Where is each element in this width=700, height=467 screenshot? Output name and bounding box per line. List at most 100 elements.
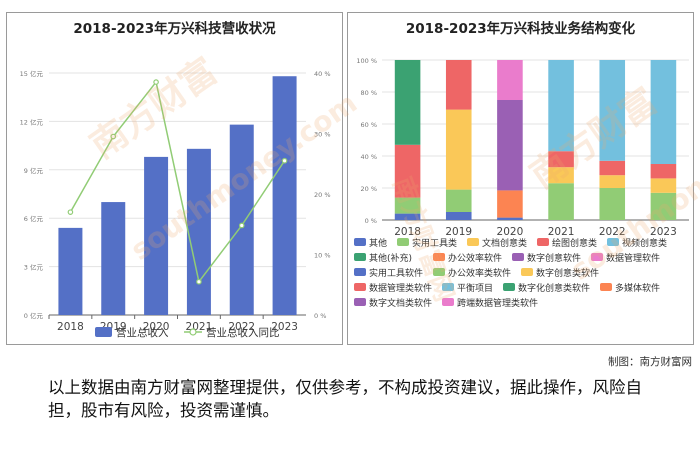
legend-swatch [354,268,366,276]
legend-swatch [503,283,515,291]
y-tick-label: 100 % [356,57,377,65]
legend-label-yoy: 营业总收入同比 [206,326,280,339]
disclaimer-text: 以上数据由南方财富网整理提供，仅供参考，不构成投资建议，据此操作，风险自担，股市… [48,378,642,420]
chart-credit: 制图：南方财富网 [608,356,692,368]
stacked-bar-segment [394,197,421,214]
stacked-bar-segment [599,60,626,161]
y-right-tick-label: 10 % [314,252,331,260]
x-tick-label: 2023 [650,226,677,238]
stacked-bar-segment [599,188,626,220]
yoy-point [67,209,74,215]
x-tick-label: 2018 [394,226,421,238]
stacked-bar-segment [548,183,574,220]
legend-swatch [607,238,619,246]
stacked-bar-segment [445,212,472,220]
legend-label: 实用工具类 [412,237,457,249]
legend-swatch [442,283,454,291]
legend-label: 办公效率类软件 [448,267,511,279]
y-left-tick-label: 15 亿元 [20,69,44,78]
yoy-point [110,133,117,140]
legend-label: 数据管理类软件 [369,282,432,294]
revenue-bar [186,148,211,315]
legend-swatch [354,253,366,261]
legend-swatch [354,298,366,306]
stacked-bar-segment [599,175,626,188]
yoy-point [153,79,159,85]
y-left-tick-label: 12 亿元 [20,117,44,126]
revenue-bar [229,124,254,315]
legend-swatch-revenue [95,327,112,337]
stacked-bar-segment [650,60,677,164]
y-right-tick-label: 30 % [314,131,331,139]
x-tick-label: 2022 [228,321,255,333]
stacked-bar-segment [548,167,574,184]
x-tick-label: 2020 [497,226,524,238]
x-tick-label: 2022 [599,226,626,238]
legend-label: 多媒体软件 [615,282,660,294]
revenue-chart-svg: 0 亿元 3 亿元 6 亿元 9 亿元 12 亿元 15 亿元 0 % 10 % 20 % 30 … [20,69,331,339]
stacked-bar-segment [548,151,574,168]
y-tick-label: 0 % [365,217,377,225]
stacked-bar-segment [497,190,523,218]
x-tick-label: 2018 [57,321,84,333]
structure-chart-panel: 2018-2023年万兴科技业务结构变化 0 % 20 % 40 % 60 % 80 %… [347,12,694,345]
yoy-point [281,157,288,164]
stacked-bar-segment [497,217,523,220]
legend-swatch [442,298,454,306]
legend-swatch [433,268,445,276]
legend-label: 实用工具软件 [369,267,423,279]
x-tick-label: 2021 [548,226,575,238]
legend-label: 数字创意软件 [527,252,581,264]
legend-label: 跨端数据管理类软件 [457,297,538,309]
legend-swatch [600,283,612,291]
legend-marker-yoy [189,328,197,336]
legend-label: 平衡项目 [457,282,493,294]
stacked-bar-segment [445,189,472,212]
y-right-tick-label: 40 % [314,70,331,78]
stacked-bar-segment [497,100,523,191]
legend-swatch [397,238,409,246]
y-left-tick-label: 9 亿元 [24,166,44,175]
y-left-tick-label: 6 亿元 [24,214,44,223]
legend-label: 视频创意类 [622,237,667,249]
legend-label: 数字化创意类软件 [518,282,590,294]
y-right-tick-label: 0 % [314,312,326,320]
revenue-chart-panel: 2018-2023年万兴科技营收状况 0 亿元 3 亿元 6 亿元 9 亿元 12 亿元… [6,12,343,345]
legend-label: 其他 [369,237,387,249]
stacked-bar-segment [650,164,677,179]
stacked-bar-segment [497,60,523,100]
y-tick-label: 40 % [360,153,377,161]
legend-label: 其他(补充) [369,252,412,264]
revenue-chart-title: 2018-2023年万兴科技营收状况 [73,21,276,37]
legend-label: 文档创意类 [482,237,527,249]
stacked-bar-segment [650,178,677,193]
yoy-point [238,222,245,229]
legend-swatch [354,238,366,246]
revenue-bar [101,202,126,315]
legend-swatch [467,238,479,246]
legend-label: 数字创意类软件 [536,267,599,279]
y-left-tick-label: 0 亿元 [24,311,44,320]
stacked-bar-segment [548,60,574,152]
structure-chart-svg: 0 % 20 % 40 % 60 % 80 % 100 % 2018 2019 2020 2021… [354,57,689,309]
y-tick-label: 20 % [360,185,377,193]
legend-swatch [537,238,549,246]
stacked-bar-segment [445,60,472,110]
y-tick-label: 60 % [360,121,377,129]
x-tick-label: 2020 [143,321,170,333]
x-tick-label: 2019 [445,226,472,238]
yoy-point [196,278,202,285]
yoy-line [69,80,286,284]
legend-swatch [512,253,524,261]
revenue-bar [144,156,169,315]
structure-chart-title: 2018-2023年万兴科技业务结构变化 [405,21,636,37]
stacked-bar-segment [599,160,626,176]
stacked-bar-segment [394,144,421,198]
revenue-bar [272,76,297,315]
legend-label: 数据管理软件 [606,252,660,264]
stacked-bar-segment [445,109,472,190]
legend-label: 数字文档类软件 [369,297,432,309]
stacked-bar-segment [394,213,421,220]
legend-swatch [354,283,366,291]
y-right-tick-label: 20 % [314,191,331,199]
